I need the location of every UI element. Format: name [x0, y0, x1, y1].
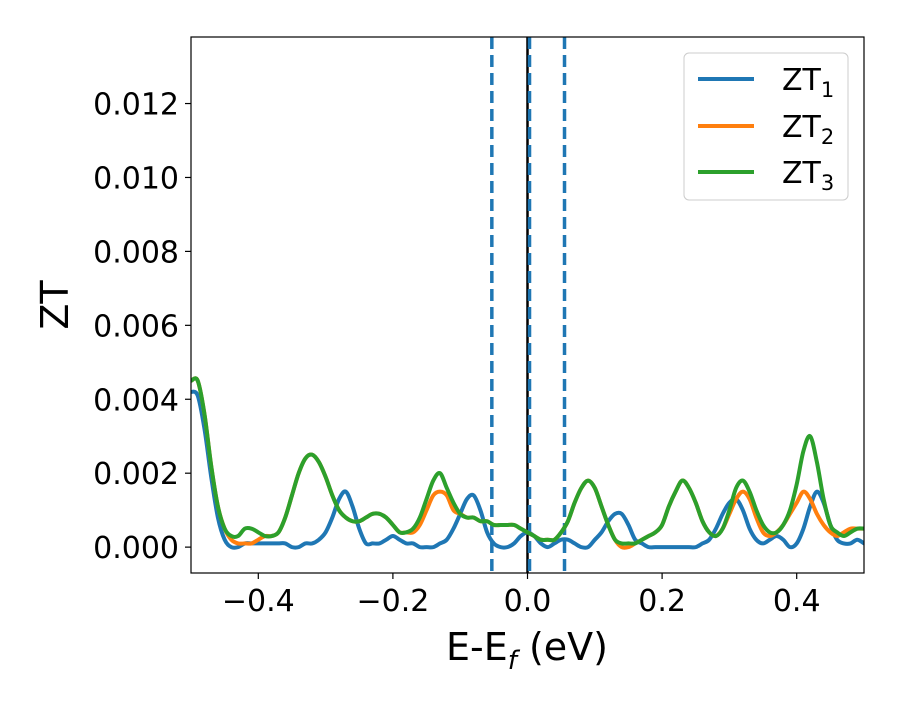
y-tick-label: 0.000	[93, 531, 179, 566]
y-tick-label: 0.008	[93, 235, 179, 270]
y-tick-label: 0.010	[93, 161, 179, 196]
x-tick-label: 0.0	[504, 584, 552, 619]
x-axis-ticks: −0.4 −0.2 0.0 0.2 0.4	[222, 573, 821, 619]
x-tick-label: −0.4	[222, 584, 295, 619]
y-axis-ticks: 0.000 0.002 0.004 0.006 0.008 0.010 0.012	[93, 88, 191, 566]
y-tick-label: 0.006	[93, 309, 179, 344]
series-line-zt3	[191, 376, 864, 546]
x-axis-label-main: E-E	[446, 625, 508, 669]
y-tick-label: 0.004	[93, 383, 179, 418]
x-axis-label: E-Ef (eV)	[446, 625, 608, 676]
y-tick-label: 0.002	[93, 457, 179, 492]
x-axis-label-unit: (eV)	[517, 625, 608, 669]
y-tick-label: 0.012	[93, 88, 179, 123]
legend-box	[683, 52, 849, 201]
x-tick-label: −0.2	[356, 584, 429, 619]
legend-label-zt3: ZT3	[782, 156, 834, 195]
x-tick-label: 0.4	[773, 584, 821, 619]
y-axis-label: ZT	[33, 280, 77, 330]
series-lines	[191, 376, 864, 550]
legend-label-zt1: ZT1	[782, 63, 834, 102]
x-tick-label: 0.2	[638, 584, 686, 619]
legend: ZT1 ZT2 ZT3	[683, 52, 849, 201]
legend-label-zt2: ZT2	[782, 110, 834, 149]
reference-lines	[490, 37, 567, 573]
